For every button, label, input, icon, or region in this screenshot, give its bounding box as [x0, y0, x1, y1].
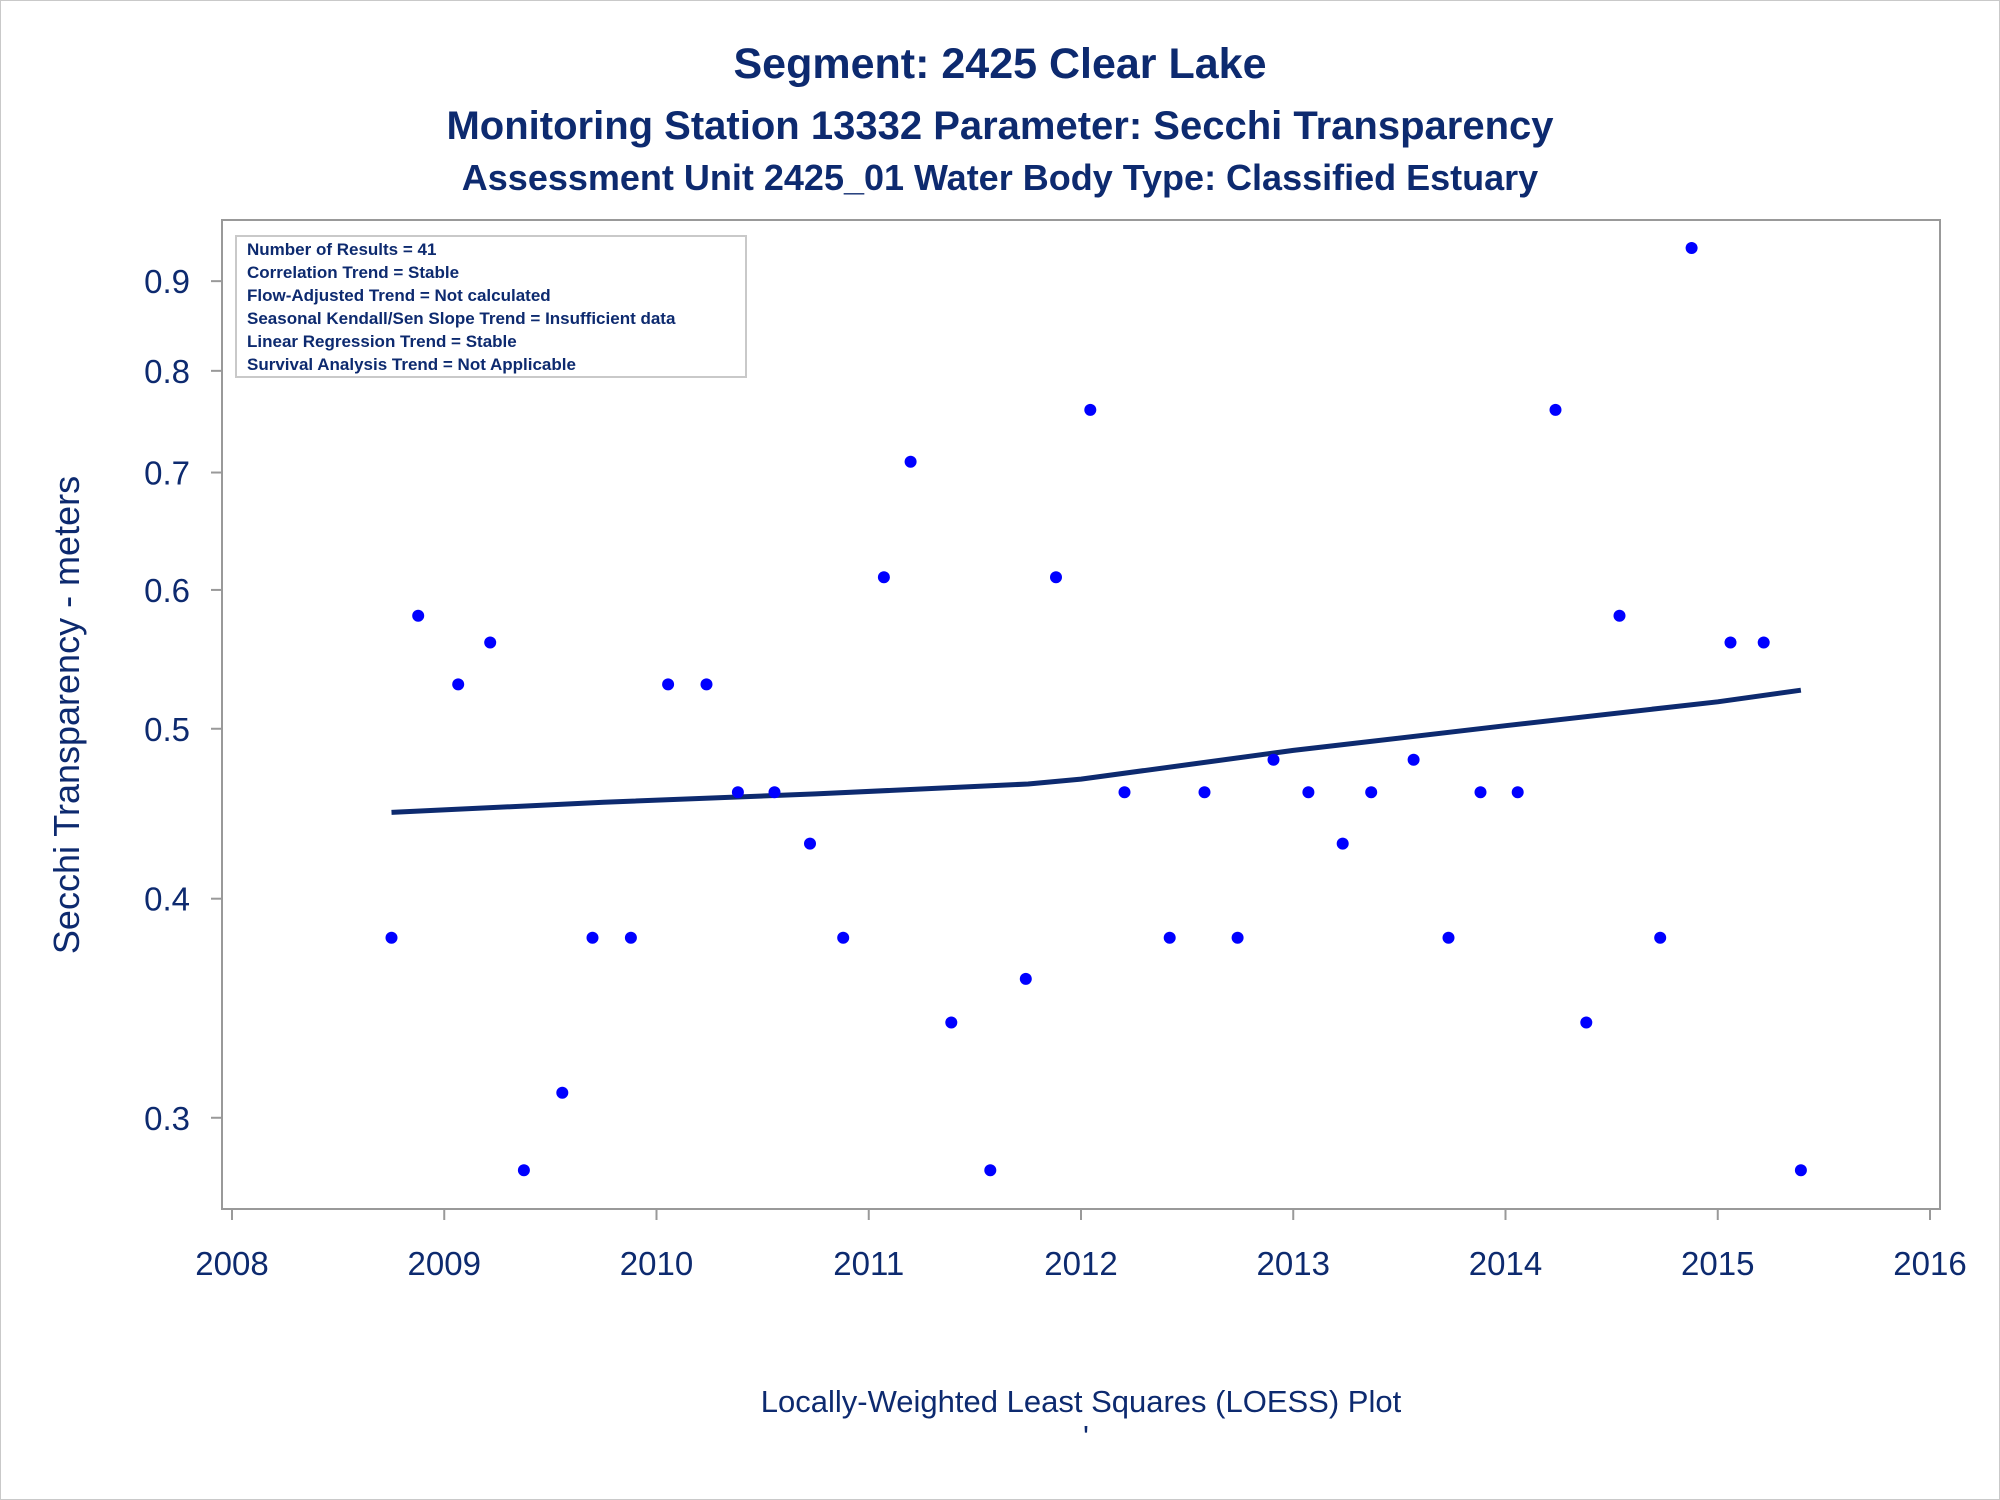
data-point	[1474, 786, 1487, 799]
y-tick-label: 0.7	[144, 455, 190, 492]
x-tick-label: 2009	[408, 1245, 481, 1282]
y-axis: 0.3 0.4 0.5 0.6 0.7 0.8 0.9	[144, 263, 222, 1137]
data-point	[517, 1164, 530, 1177]
y-tick-label: 0.9	[144, 263, 190, 300]
data-point	[731, 786, 744, 799]
stats-correlation-trend: Correlation Trend = Stable	[247, 263, 459, 282]
stats-seasonal-kendall-trend: Seasonal Kendall/Sen Slope Trend = Insuf…	[247, 309, 676, 328]
data-point	[1302, 786, 1315, 799]
data-point	[877, 571, 890, 584]
data-point	[1365, 786, 1378, 799]
data-point	[1163, 931, 1176, 944]
data-point	[1442, 931, 1455, 944]
stats-survival-analysis-trend: Survival Analysis Trend = Not Applicable	[247, 355, 576, 374]
data-point	[484, 636, 497, 649]
y-tick-label: 0.8	[144, 353, 190, 390]
data-point	[768, 786, 781, 799]
stats-linear-regression-trend: Linear Regression Trend = Stable	[247, 332, 517, 351]
x-tick-label: 2011	[833, 1245, 904, 1282]
x-tick-label: 2012	[1044, 1245, 1117, 1282]
data-point	[1654, 931, 1667, 944]
data-point	[984, 1164, 997, 1177]
stats-results-count: Number of Results = 41	[247, 240, 436, 259]
chart-subtitle: Monitoring Station 13332 Parameter: Secc…	[446, 104, 1554, 148]
y-axis-label: Secchi Transparency - meters	[46, 476, 87, 954]
data-point	[412, 609, 425, 622]
data-point	[1118, 786, 1131, 799]
y-tick-label: 0.3	[144, 1100, 190, 1137]
data-point	[1231, 931, 1244, 944]
data-point	[945, 1016, 958, 1029]
data-point	[1685, 242, 1698, 254]
loess-layer	[391, 687, 1802, 815]
data-point	[1050, 571, 1062, 584]
data-point	[1613, 609, 1626, 622]
data-point	[586, 931, 599, 944]
x-tick-label: 2008	[195, 1245, 268, 1282]
data-point	[1267, 753, 1280, 766]
data-point	[624, 931, 637, 944]
data-point	[1019, 972, 1032, 985]
data-point	[662, 678, 675, 691]
x-tick-label: 2010	[620, 1245, 693, 1282]
x-tick-label: 2015	[1681, 1245, 1754, 1282]
loess-line	[391, 687, 1802, 815]
y-tick-label: 0.4	[144, 881, 190, 918]
data-point	[804, 837, 816, 850]
chart-subtitle-2: Assessment Unit 2425_01 Water Body Type:…	[462, 157, 1538, 198]
x-axis: 2008 2009 2010 2011 2012 2013 2014 2015 2016	[195, 1209, 1967, 1282]
footnote-mark: '	[1083, 1419, 1089, 1454]
y-tick-label: 0.6	[144, 572, 190, 609]
data-point	[1549, 403, 1562, 416]
stats-flow-adjusted-trend: Flow-Adjusted Trend = Not calculated	[247, 286, 551, 305]
data-point	[1580, 1016, 1593, 1029]
data-point	[556, 1086, 569, 1099]
x-tick-label: 2016	[1893, 1245, 1966, 1282]
chart-title: Segment: 2425 Clear Lake	[734, 40, 1267, 88]
data-point	[1407, 753, 1420, 766]
points-layer	[385, 242, 1807, 1177]
data-point	[700, 678, 713, 691]
data-point	[385, 931, 398, 944]
stats-inset: Number of Results = 41 Correlation Trend…	[235, 235, 747, 378]
data-point	[1084, 403, 1097, 416]
data-point	[452, 678, 465, 691]
y-tick-label: 0.5	[144, 711, 190, 748]
data-point	[904, 455, 917, 468]
data-point	[1511, 786, 1524, 799]
data-point	[1198, 786, 1211, 799]
data-point	[1794, 1164, 1807, 1177]
x-tick-label: 2014	[1469, 1245, 1542, 1282]
data-point	[837, 931, 850, 944]
footnote: Locally-Weighted Least Squares (LOESS) P…	[761, 1384, 1402, 1419]
data-point	[1724, 636, 1737, 649]
stats-inset-box	[235, 235, 747, 378]
x-tick-label: 2013	[1257, 1245, 1330, 1282]
data-point	[1757, 636, 1770, 649]
data-point	[1336, 837, 1349, 850]
